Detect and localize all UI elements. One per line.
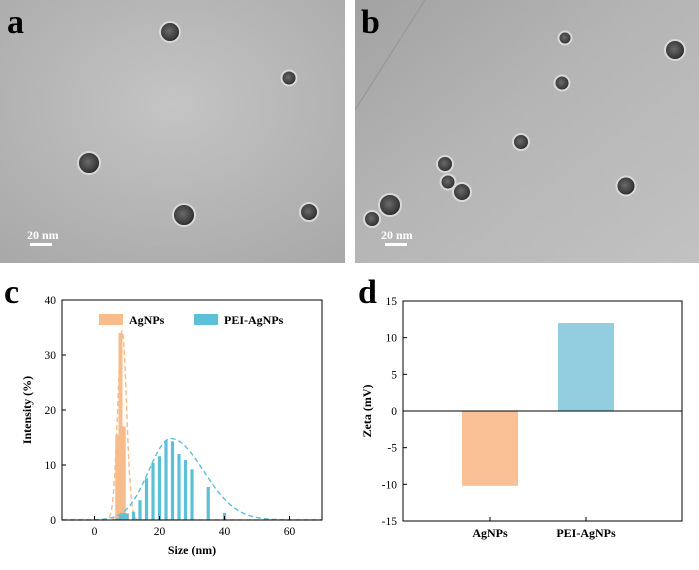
panel-label-c: c [4, 274, 20, 311]
y-tick-label: -15 [382, 516, 398, 528]
histogram-bar [138, 500, 142, 520]
scale-bar [385, 243, 407, 246]
nanoparticle [553, 74, 571, 92]
histogram-bar [183, 460, 188, 520]
histogram-bar [131, 511, 136, 520]
x-tick-label: 60 [284, 526, 296, 538]
scale-bar [30, 243, 52, 246]
y-tick-label: 10 [386, 333, 398, 345]
nanoparticle [378, 193, 402, 217]
nanoparticle [436, 155, 454, 173]
tem-micrograph-a: 20 nm [0, 0, 345, 263]
fit-curve [62, 437, 322, 521]
histogram-bar [144, 478, 149, 520]
histogram-bar [206, 487, 210, 520]
y-tick-label: -10 [382, 479, 398, 491]
histogram-bar [118, 333, 123, 520]
x-tick-label: 20 [154, 526, 166, 538]
nanoparticle [439, 173, 457, 191]
zeta-potential-chart: -15 -10 -5 0 5 10 15 AgNPs PEI-AgNPs Zeta (mV) [345, 270, 699, 565]
histogram-bar [151, 462, 155, 520]
legend-swatch-agnps [99, 314, 123, 325]
nanoparticle [172, 203, 196, 227]
nanoparticle [664, 39, 686, 61]
y-tick-label: 40 [45, 295, 57, 307]
y-tick-label: 5 [391, 369, 397, 381]
y-tick-label: -5 [387, 443, 397, 455]
histogram-bar [115, 518, 119, 520]
category-label: PEI-AgNPs [556, 526, 616, 540]
nanoparticle [159, 21, 181, 43]
legend-label-agnps: AgNPs [129, 313, 165, 327]
y-tick-label: 0 [391, 406, 397, 418]
x-axis-title: Size (nm) [168, 543, 216, 557]
x-tick-label: 40 [219, 526, 231, 538]
scale-bar-label: 20 nm [381, 228, 413, 242]
histogram-bar [125, 513, 129, 520]
tem-image-a: 20 nm a [0, 0, 345, 263]
nanoparticle [77, 151, 101, 175]
histogram-bar [164, 440, 168, 520]
nanoparticle [615, 175, 637, 197]
x-tick-label: 0 [92, 526, 98, 538]
y-tick-label: 10 [45, 460, 57, 472]
panel-label-a: a [7, 4, 24, 41]
size-distribution-chart: 0 20 40 60 0 10 20 30 40 Size (nm) Intensity (%) Ag… [0, 270, 345, 565]
y-axis-title: Intensity (%) [20, 376, 34, 444]
nanoparticle [299, 202, 319, 222]
category-label: AgNPs [472, 526, 508, 540]
histogram-bar [177, 454, 181, 520]
y-tick-label: 15 [386, 296, 398, 308]
nanoparticle [280, 69, 298, 87]
y-tick-label: 30 [45, 350, 57, 362]
y-axis-title: Zeta (mV) [360, 385, 374, 438]
scale-bar-label: 20 nm [27, 228, 59, 242]
tem-image-b: 20 nm b [355, 0, 699, 263]
histogram-bar [118, 514, 123, 520]
tem-micrograph-b: 20 nm [355, 0, 699, 263]
histogram-bar [157, 456, 162, 520]
y-tick-label: 20 [45, 405, 57, 417]
zeta-bar [558, 323, 614, 411]
nanoparticle [452, 182, 472, 202]
histogram-bar [121, 426, 126, 520]
histogram-bar [112, 518, 116, 520]
panel-label-b: b [361, 4, 380, 41]
zeta-bar [462, 411, 518, 486]
histogram-bar [122, 512, 126, 520]
nanoparticle [512, 133, 530, 151]
y-tick-label: 0 [50, 515, 56, 527]
legend-swatch-pei-agnps [194, 314, 218, 325]
legend-label-pei-agnps: PEI-AgNPs [224, 313, 284, 327]
histogram-bar [190, 469, 194, 520]
nanoparticle [363, 210, 381, 228]
histogram-bar [170, 441, 175, 520]
nanoparticle [557, 30, 573, 46]
zeta-potential-svg: -15 -10 -5 0 5 10 15 AgNPs PEI-AgNPs Zeta (mV) [360, 296, 683, 540]
panel-label-d: d [358, 274, 377, 311]
histogram-bar [115, 434, 120, 520]
